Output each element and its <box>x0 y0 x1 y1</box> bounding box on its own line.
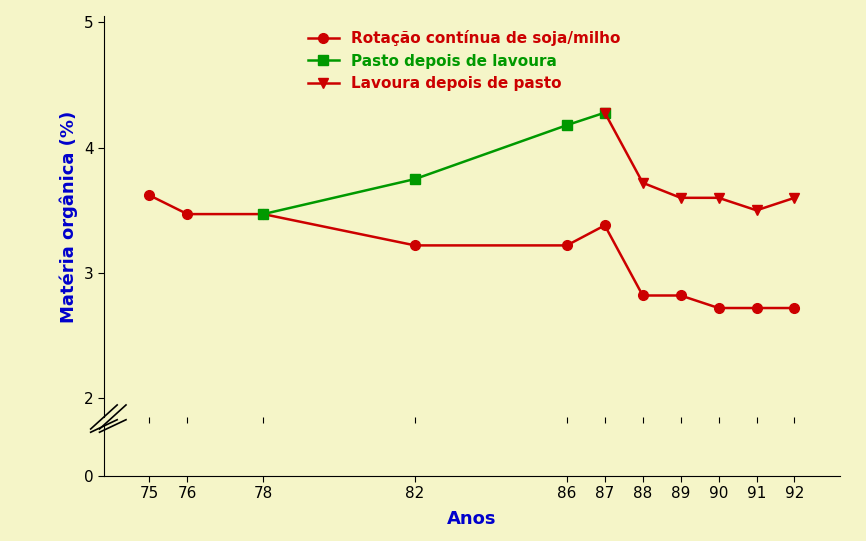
Line: Pasto depois de lavoura: Pasto depois de lavoura <box>258 108 610 219</box>
Rotação contínua de soja/milho <box>599 222 610 229</box>
X-axis label: Anos: Anos <box>447 510 497 528</box>
Lavoura depois de pasto <box>714 195 724 201</box>
Rotação contínua de soja/milho <box>145 192 155 199</box>
Rotação contínua de soja/milho <box>410 242 420 249</box>
Pasto depois de lavoura <box>562 122 572 128</box>
Rotação contínua de soja/milho <box>675 292 686 299</box>
Legend: Rotação contínua de soja/milho, Pasto depois de lavoura, Lavoura depois de pasto: Rotação contínua de soja/milho, Pasto de… <box>302 24 626 97</box>
Lavoura depois de pasto <box>752 207 762 214</box>
Rotação contínua de soja/milho <box>752 305 762 311</box>
Line: Rotação contínua de soja/milho: Rotação contínua de soja/milho <box>145 190 799 313</box>
Lavoura depois de pasto <box>789 195 799 201</box>
Pasto depois de lavoura <box>258 211 268 217</box>
Pasto depois de lavoura <box>599 109 610 116</box>
Lavoura depois de pasto <box>637 180 648 186</box>
Pasto depois de lavoura <box>410 176 420 182</box>
Rotação contínua de soja/milho <box>182 211 192 217</box>
Rotação contínua de soja/milho <box>714 305 724 311</box>
Rotação contínua de soja/milho <box>258 211 268 217</box>
Y-axis label: Matéria orgânica (%): Matéria orgânica (%) <box>60 110 78 323</box>
Rotação contínua de soja/milho <box>637 292 648 299</box>
Lavoura depois de pasto <box>599 109 610 116</box>
Rotação contínua de soja/milho <box>562 242 572 249</box>
Rotação contínua de soja/milho <box>789 305 799 311</box>
Line: Lavoura depois de pasto: Lavoura depois de pasto <box>600 108 799 215</box>
Lavoura depois de pasto <box>675 195 686 201</box>
